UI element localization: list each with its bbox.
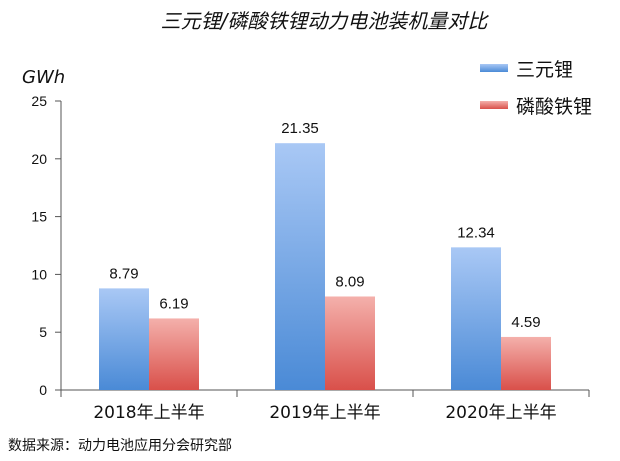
data-label: 8.79 <box>109 265 138 282</box>
axes: 0 5 10 15 20 25 2018年上半年 2019年上半年 2020年上半年 <box>31 93 590 423</box>
bar-lfp <box>325 296 375 390</box>
x-category-label: 2019年上半年 <box>269 403 380 423</box>
x-category-label: 2018年上半年 <box>93 403 204 423</box>
legend-swatch-ternary <box>480 64 508 72</box>
bars <box>99 143 551 390</box>
data-label: 4.59 <box>511 314 540 331</box>
bar-ternary <box>275 143 325 390</box>
source-note: 数据来源：动力电池应用分会研究部 <box>8 437 232 454</box>
bar-lfp <box>501 336 551 390</box>
x-category-label: 2020年上半年 <box>445 403 556 423</box>
data-labels: 8.79 6.19 21.35 8.09 12.34 4.59 <box>109 120 540 331</box>
bar-ternary <box>451 247 501 390</box>
legend-label-lfp: 磷酸铁锂 <box>516 96 592 118</box>
y-tick-label: 15 <box>31 209 47 225</box>
y-tick-label: 25 <box>31 93 47 109</box>
y-tick-label: 10 <box>31 266 47 282</box>
bar-lfp <box>149 318 199 390</box>
y-tick-label: 0 <box>39 382 47 398</box>
data-label: 6.19 <box>159 295 188 312</box>
data-label: 12.34 <box>457 224 495 241</box>
bar-ternary <box>99 288 149 390</box>
y-axis-unit: GWh <box>22 67 65 88</box>
chart-title: 三元锂/磷酸铁锂动力电池装机量对比 <box>161 9 490 33</box>
legend-swatch-lfp <box>480 101 508 109</box>
y-tick-label: 5 <box>39 324 47 340</box>
legend-label-ternary: 三元锂 <box>516 59 573 81</box>
y-tick-label: 20 <box>31 151 47 167</box>
data-label: 8.09 <box>335 273 364 290</box>
data-label: 21.35 <box>281 120 319 137</box>
legend: 三元锂 磷酸铁锂 <box>480 59 592 118</box>
